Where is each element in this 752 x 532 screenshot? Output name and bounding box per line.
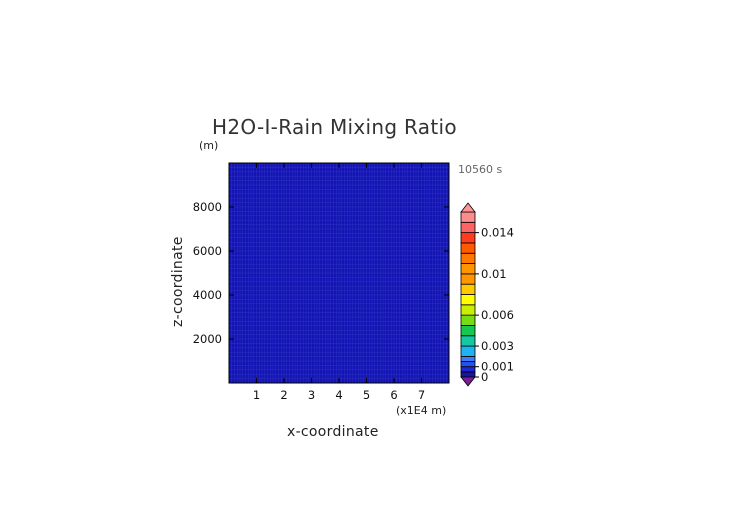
model-grid <box>229 163 449 383</box>
colorbar-band <box>460 283 476 295</box>
colorbar-band <box>460 273 476 285</box>
colorbar: 00.001 0.003 0.006 0.01 0.014 <box>460 202 514 387</box>
colorbar-band <box>460 325 476 337</box>
colorbar-band <box>460 371 476 378</box>
chart-title: H2O-I-Rain Mixing Ratio <box>212 115 457 139</box>
colorbar-band <box>460 211 476 223</box>
x-tick-label: 3 <box>308 388 315 402</box>
colorbar-tick-label: 0.003 <box>481 339 514 353</box>
x-tick-label: 1 <box>253 388 260 402</box>
plot-area <box>228 162 450 384</box>
x-tick-label: 5 <box>363 388 370 402</box>
y-unit-label: (m) <box>199 139 218 152</box>
colorbar-band <box>460 304 476 316</box>
y-tick-label: 4000 <box>193 288 222 302</box>
colorbar-under-arrow <box>460 376 476 387</box>
colorbar-band <box>460 294 476 306</box>
colorbar-tick-label: 0.006 <box>481 308 514 322</box>
colorbar-band <box>460 242 476 254</box>
colorbar-band <box>460 366 476 373</box>
colorbar-band <box>460 221 476 234</box>
y-tick-label: 8000 <box>193 200 222 214</box>
y-tick-label: 6000 <box>193 244 222 258</box>
colorbar-band <box>460 361 476 368</box>
y-tick-label: 2000 <box>193 332 222 346</box>
colorbar-band <box>460 335 476 347</box>
colorbar-tick-label: 0.01 <box>481 267 507 281</box>
x-tick-label: 6 <box>390 388 397 402</box>
x-tick-label: 7 <box>418 388 425 402</box>
y-axis-ticks: 2000 4000 6000 8000 <box>193 200 449 346</box>
colorbar-over-arrow <box>460 202 476 213</box>
x-tick-label: 4 <box>335 388 342 402</box>
colorbar-tick-label: 0.001 <box>481 360 514 374</box>
colorbar-band <box>460 345 476 357</box>
colorbar-band <box>460 314 476 326</box>
y-axis-label: z-coordinate <box>170 236 186 327</box>
x-tick-label: 2 <box>280 388 287 402</box>
colorbar-tick-label: 0.014 <box>481 226 514 240</box>
x-unit-label: (x1E4 m) <box>396 404 446 417</box>
x-axis-label: x-coordinate <box>287 424 379 440</box>
x-axis-ticks: 1 2 3 4 5 6 7 <box>253 163 425 402</box>
time-label: 10560 s <box>458 163 502 176</box>
colorbar-band <box>460 355 476 362</box>
colorbar-band <box>460 263 476 275</box>
colorbar-tick-label: 0 <box>481 370 488 384</box>
colorbar-band <box>460 252 476 264</box>
colorbar-band <box>460 232 476 244</box>
